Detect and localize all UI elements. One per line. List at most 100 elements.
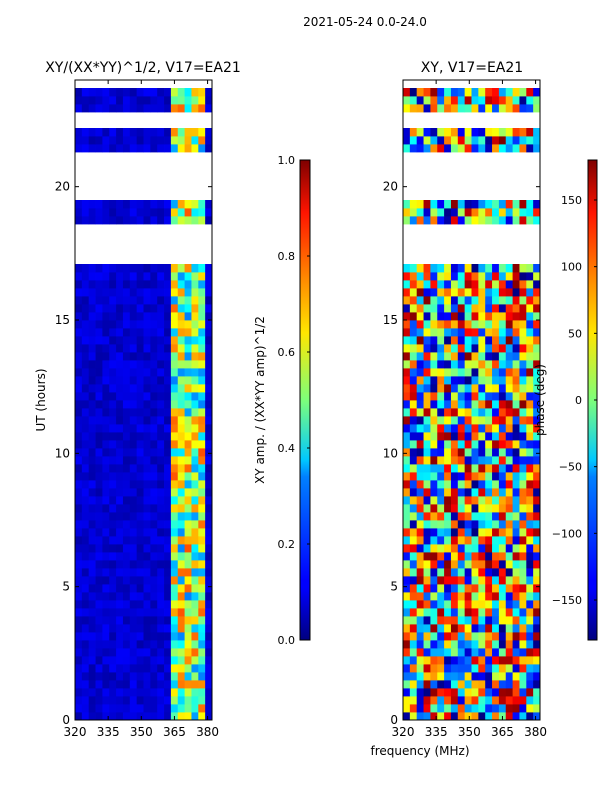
heatmap-cell <box>457 712 466 721</box>
heatmap-cell <box>177 680 185 689</box>
heatmap-cell <box>136 368 144 377</box>
heatmap-cell <box>444 136 452 145</box>
heatmap-cell <box>444 656 452 665</box>
heatmap-cell <box>498 592 507 601</box>
heatmap-cell <box>492 704 500 713</box>
heatmap-cell <box>143 312 151 321</box>
heatmap-cell <box>122 128 131 137</box>
heatmap-cell <box>170 688 179 697</box>
heatmap-row <box>403 520 541 529</box>
heatmap-cell <box>170 664 179 673</box>
heatmap-cell <box>492 712 500 721</box>
heatmap-cell <box>526 368 534 377</box>
heatmap-cell <box>526 104 534 113</box>
heatmap-cell <box>409 600 418 609</box>
heatmap-cell <box>81 200 90 209</box>
heatmap-cell <box>102 208 110 217</box>
heatmap-cell <box>205 528 213 537</box>
heatmap-cell <box>492 304 500 313</box>
heatmap-cell <box>498 416 507 425</box>
heatmap-cell <box>485 400 493 409</box>
heatmap-cell <box>471 616 479 625</box>
heatmap-cell <box>198 496 206 505</box>
heatmap-cell <box>143 648 151 657</box>
heatmap-cell <box>526 464 534 473</box>
heatmap-cell <box>75 472 83 481</box>
heatmap-cell <box>170 424 179 433</box>
heatmap-cell <box>512 496 520 505</box>
heatmap-cell <box>457 352 466 361</box>
heatmap-cell <box>478 552 486 561</box>
heatmap-cell <box>184 496 192 505</box>
heatmap-cell <box>471 200 479 209</box>
heatmap-cell <box>143 360 151 369</box>
heatmap-row <box>403 208 541 217</box>
heatmap-cell <box>198 624 206 633</box>
colorbar-tick-label: −100 <box>552 527 582 540</box>
heatmap-cell <box>423 352 431 361</box>
heatmap-cell <box>437 624 445 633</box>
heatmap-cell <box>416 368 424 377</box>
heatmap-cell <box>485 304 493 313</box>
heatmap-cell <box>450 464 459 473</box>
heatmap-cell <box>75 280 83 289</box>
heatmap-cell <box>533 600 541 609</box>
heatmap-cell <box>75 368 83 377</box>
heatmap-cell <box>136 456 144 465</box>
heatmap-cell <box>205 488 213 497</box>
heatmap-row <box>403 320 541 329</box>
heatmap-cell <box>136 104 144 113</box>
heatmap-cell <box>526 392 534 401</box>
heatmap-cell <box>519 104 527 113</box>
heatmap-cell <box>409 376 418 385</box>
heatmap-cell <box>437 656 445 665</box>
heatmap-row <box>75 696 213 705</box>
heatmap-cell <box>471 296 479 305</box>
heatmap-cell <box>129 264 138 273</box>
heatmap-cell <box>519 216 527 225</box>
heatmap-cell <box>423 136 431 145</box>
heatmap-cell <box>423 680 431 689</box>
heatmap-cell <box>170 472 179 481</box>
heatmap-cell <box>102 200 110 209</box>
heatmap-cell <box>205 264 213 273</box>
heatmap-cell <box>416 88 424 97</box>
y-tick-label: 5 <box>390 580 398 594</box>
heatmap-cell <box>129 688 138 697</box>
heatmap-cell <box>164 544 172 553</box>
heatmap-cell <box>177 648 185 657</box>
heatmap-cell <box>122 600 131 609</box>
heatmap-cell <box>198 272 206 281</box>
heatmap-cell <box>498 520 507 529</box>
heatmap-cell <box>498 272 507 281</box>
heatmap-cell <box>136 536 144 545</box>
heatmap-cell <box>109 296 117 305</box>
heatmap-cell <box>88 208 96 217</box>
heatmap-cell <box>498 616 507 625</box>
heatmap-cell <box>191 352 199 361</box>
heatmap-cell <box>498 456 507 465</box>
heatmap-cell <box>95 416 103 425</box>
heatmap-cell <box>177 272 185 281</box>
heatmap-cell <box>191 400 199 409</box>
heatmap-cell <box>122 384 131 393</box>
heatmap-cell <box>150 576 158 585</box>
heatmap-row <box>75 664 213 673</box>
y-tick-label: 15 <box>55 313 70 327</box>
heatmap-cell <box>170 480 179 489</box>
heatmap-cell <box>129 360 138 369</box>
heatmap-cell <box>95 376 103 385</box>
heatmap-cell <box>485 96 493 105</box>
heatmap-cell <box>457 632 466 641</box>
heatmap-cell <box>444 424 452 433</box>
heatmap-cell <box>505 144 513 153</box>
heatmap-cell <box>109 288 117 297</box>
heatmap-cell <box>450 384 459 393</box>
heatmap-cell <box>88 416 96 425</box>
heatmap-cell <box>116 544 124 553</box>
heatmap-cell <box>437 616 445 625</box>
heatmap-cell <box>533 592 541 601</box>
heatmap-cell <box>95 712 103 721</box>
heatmap-cell <box>505 560 513 569</box>
heatmap-cell <box>191 408 199 417</box>
